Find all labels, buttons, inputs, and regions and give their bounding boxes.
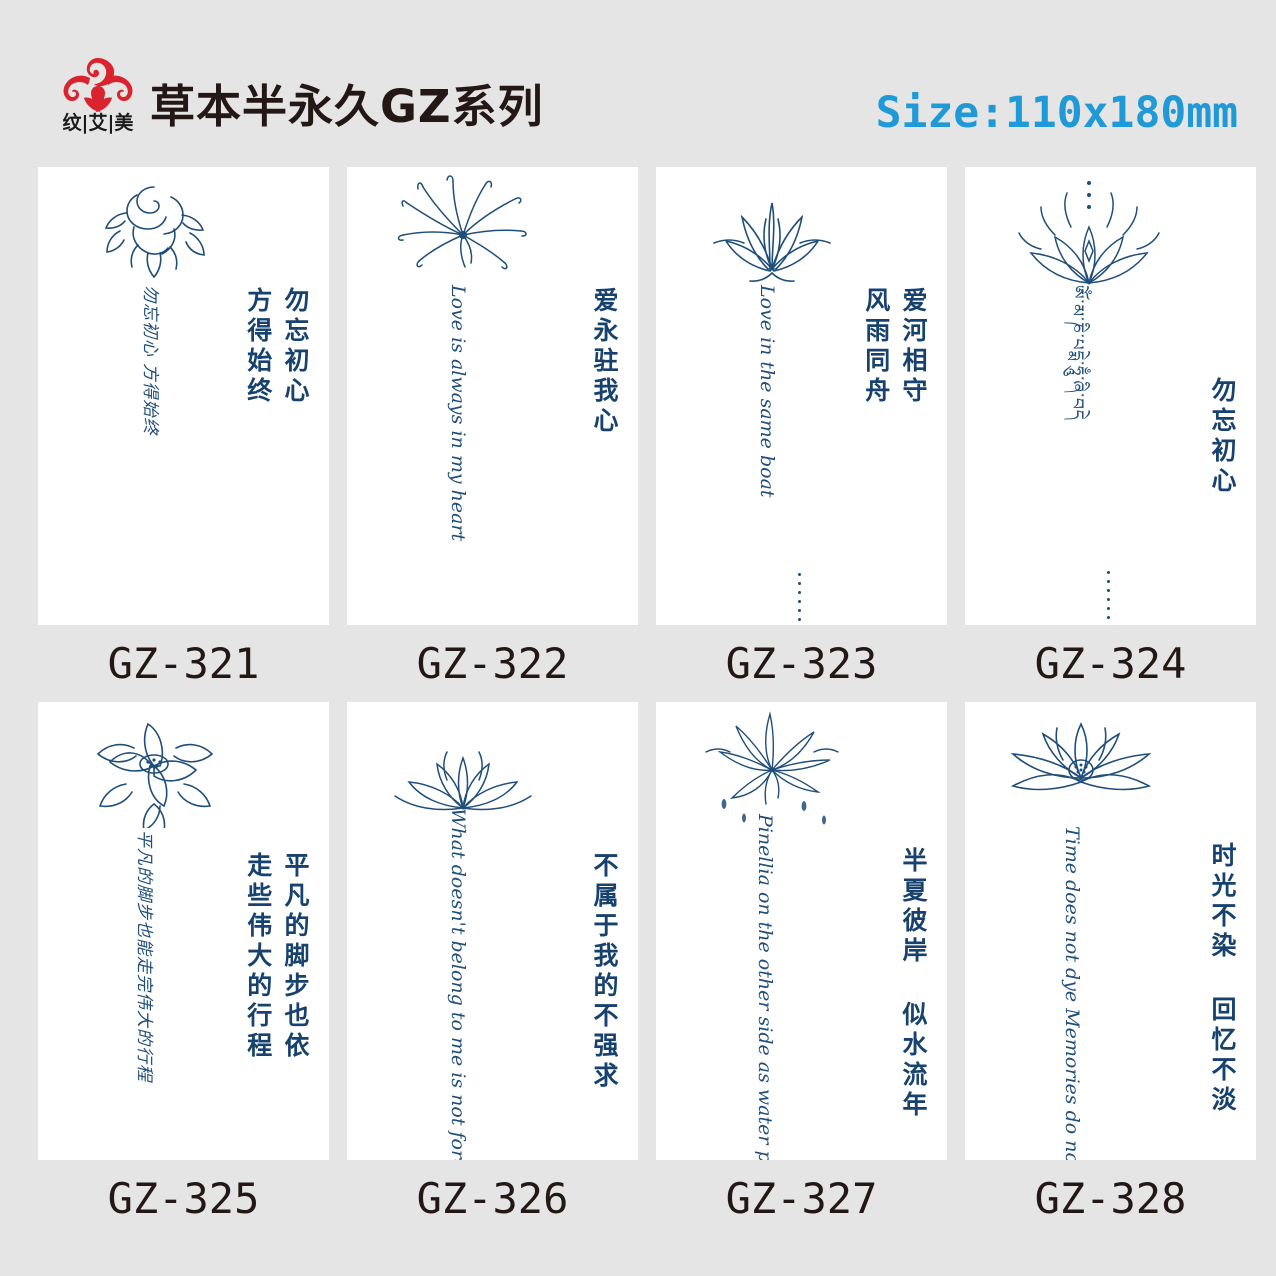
tattoo-design: 勿忘初心 方得始终 勿忘初心 方得始终 [38, 167, 329, 625]
tattoo-design: Pinellia on the other side as water pass… [656, 702, 947, 1160]
verse-column: 勿忘初心 [281, 287, 310, 407]
tattoo-design: Time does not dye Memories do not light … [965, 702, 1256, 1160]
product-cell[interactable]: 勿忘初心 方得始终 勿忘初心 方得始终 GZ-321 [38, 167, 329, 702]
product-code-label: GZ-327 [725, 1174, 878, 1223]
side-verse: 不属于我的不强求 [589, 852, 620, 1092]
side-verse: 时光不染 回忆不淡 [1207, 842, 1238, 1116]
product-code-label: GZ-328 [1034, 1174, 1187, 1223]
stem-script: 勿忘初心 方得始终 [140, 285, 160, 436]
brand-wordmark: 纹|艾|美 [62, 112, 134, 134]
tattoo-design: Love in the same boat 爱河相守 风雨同舟 [656, 167, 947, 625]
tattoo-design: ཨོཾ་མ་ཎི་པདྨེ་ཧཱུྃ་ཞི་བདེ 勿忘初心 [965, 167, 1256, 625]
stem-script: ཨོཾ་མ་ཎི་པདྨེ་ཧཱུྃ་ཞི་བདེ [1067, 285, 1087, 421]
product-card-gz-325[interactable]: 平凡的脚步也能走完伟大的行程 平凡的脚步也依 走些伟大的行程 [38, 702, 329, 1160]
verse-column: 时光不染 回忆不淡 [1208, 842, 1237, 1116]
verse-column: 爱永驻我心 [590, 287, 619, 437]
side-verse: 平凡的脚步也依 走些伟大的行程 [243, 852, 312, 1062]
stem-script: 平凡的脚步也能走完伟大的行程 [134, 830, 154, 1082]
chrysanthemum-icon [705, 711, 839, 825]
rose-icon [104, 186, 205, 279]
product-card-gz-328[interactable]: Time does not dye Memories do not light … [965, 702, 1256, 1160]
tattoo-design: 平凡的脚步也能走完伟大的行程 平凡的脚步也依 走些伟大的行程 [38, 702, 329, 1160]
product-code-label: GZ-325 [107, 1174, 260, 1223]
product-cell[interactable]: Love is always in my heart 爱永驻我心 GZ-322 [347, 167, 638, 702]
product-code-label: GZ-323 [725, 639, 878, 688]
verse-column: 走些伟大的行程 [243, 852, 273, 1062]
verse-column: 风雨同舟 [861, 287, 891, 407]
product-card-gz-323[interactable]: Love in the same boat 爱河相守 风雨同舟 [656, 167, 947, 625]
dot-trail-icon [1107, 565, 1111, 625]
side-verse: 半夏彼岸 似水流年 [898, 847, 929, 1121]
product-code-label: GZ-326 [416, 1174, 569, 1223]
spider-lily-icon [397, 175, 527, 270]
product-card-gz-326[interactable]: What doesn't belong to me is not forced … [347, 702, 638, 1160]
side-verse: 爱永驻我心 [589, 287, 620, 437]
product-cell[interactable]: ཨོཾ་མ་ཎི་པདྨེ་ཧཱུྃ་ཞི་བདེ 勿忘初心 GZ-324 [965, 167, 1256, 702]
verse-column: 方得始终 [243, 287, 273, 407]
verse-column: 半夏彼岸 似水流年 [899, 847, 928, 1121]
product-code-label: GZ-322 [416, 639, 569, 688]
lotus-mandala-icon [1018, 181, 1160, 285]
verse-column: 爱河相守 [899, 287, 928, 407]
product-row-1: 勿忘初心 方得始终 勿忘初心 方得始终 GZ-321 [38, 167, 1256, 702]
product-cell[interactable]: Pinellia on the other side as water pass… [656, 702, 947, 1237]
verse-column: 平凡的脚步也依 [281, 852, 310, 1062]
tattoo-design: Love is always in my heart 爱永驻我心 [347, 167, 638, 625]
stem-script: Pinellia on the other side as water pass… [754, 814, 776, 1160]
catalog-header: 纹|艾|美 草本半永久GZ系列 Size:110x180mm [0, 0, 1276, 167]
stem-script: Time does not dye Memories do not light [1061, 826, 1083, 1160]
page-title: 草本半永久GZ系列 [150, 80, 544, 133]
lotus-bloom-icon [713, 202, 831, 282]
product-row-2: 平凡的脚步也能走完伟大的行程 平凡的脚步也依 走些伟大的行程 GZ-325 [38, 702, 1256, 1237]
lotus-open-icon [1010, 722, 1152, 791]
water-lily-icon [394, 751, 532, 811]
tattoo-design: What doesn't belong to me is not forced … [347, 702, 638, 1160]
dot-trail-icon [798, 567, 802, 625]
peony-icon [96, 722, 214, 828]
rose-logo-icon [63, 58, 133, 112]
side-verse: 勿忘初心 [1207, 377, 1238, 497]
verse-column: 勿忘初心 [1208, 377, 1237, 497]
verse-column: 不属于我的不强求 [590, 852, 619, 1092]
size-label: Size:110x180mm [875, 88, 1238, 138]
product-cell[interactable]: Time does not dye Memories do not light … [965, 702, 1256, 1237]
product-cell[interactable]: 平凡的脚步也能走完伟大的行程 平凡的脚步也依 走些伟大的行程 GZ-325 [38, 702, 329, 1237]
product-cell[interactable]: What doesn't belong to me is not forced … [347, 702, 638, 1237]
side-verse: 勿忘初心 方得始终 [243, 287, 312, 407]
product-code-label: GZ-321 [107, 639, 260, 688]
side-verse: 爱河相守 风雨同舟 [861, 287, 930, 407]
stem-script: What doesn't belong to me is not forced [447, 808, 469, 1160]
product-code-label: GZ-324 [1034, 639, 1187, 688]
stem-script: Love in the same boat [756, 285, 778, 498]
product-grid: 勿忘初心 方得始终 勿忘初心 方得始终 GZ-321 [38, 167, 1256, 1237]
stem-script: Love is always in my heart [447, 285, 469, 542]
product-card-gz-321[interactable]: 勿忘初心 方得始终 勿忘初心 方得始终 [38, 167, 329, 625]
product-cell[interactable]: Love in the same boat 爱河相守 风雨同舟 GZ-323 [656, 167, 947, 702]
product-card-gz-324[interactable]: ཨོཾ་མ་ཎི་པདྨེ་ཧཱུྃ་ཞི་བདེ 勿忘初心 [965, 167, 1256, 625]
product-card-gz-327[interactable]: Pinellia on the other side as water pass… [656, 702, 947, 1160]
brand-logo: 纹|艾|美 [52, 56, 144, 148]
product-card-gz-322[interactable]: Love is always in my heart 爱永驻我心 [347, 167, 638, 625]
